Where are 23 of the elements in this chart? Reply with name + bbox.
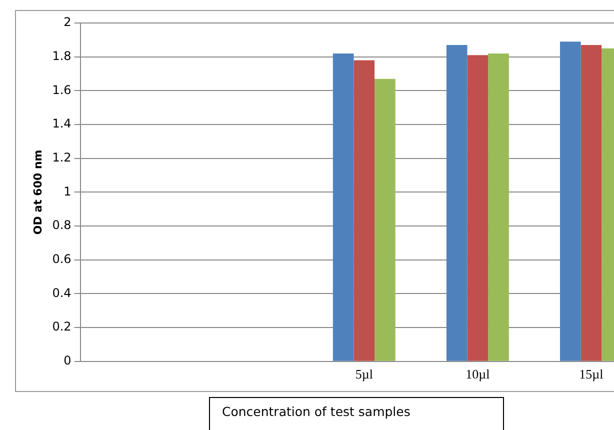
bar [374, 78, 396, 361]
bar [354, 60, 375, 361]
x-tick-label: 15µl [579, 366, 604, 382]
y-tick-label: 0.8 [52, 218, 72, 232]
y-tick-label: 1.8 [52, 48, 72, 63]
y-tick-label: 0 [64, 354, 72, 368]
y-tick-label: 0.2 [52, 320, 72, 334]
x-axis-title: Concentration of test samples [209, 397, 504, 430]
bar [488, 53, 509, 361]
y-tick-label: 1.2 [52, 150, 72, 164]
y-tick-label: 2 [64, 15, 72, 30]
bar [332, 53, 354, 361]
y-axis-title: OD at 600 nm [31, 150, 44, 235]
y-tick-label: 1.4 [52, 116, 72, 131]
y-tick-label: 1.6 [52, 82, 72, 97]
y-tick-label: 0.4 [52, 286, 72, 300]
x-tick-label: 10µl [466, 366, 490, 382]
x-tick-label: 5µl [355, 366, 374, 382]
bar [560, 42, 581, 361]
y-tick-label: 0.6 [52, 252, 72, 266]
y-tick-label: 1 [64, 184, 72, 198]
bar [446, 44, 468, 361]
bar [467, 55, 488, 361]
